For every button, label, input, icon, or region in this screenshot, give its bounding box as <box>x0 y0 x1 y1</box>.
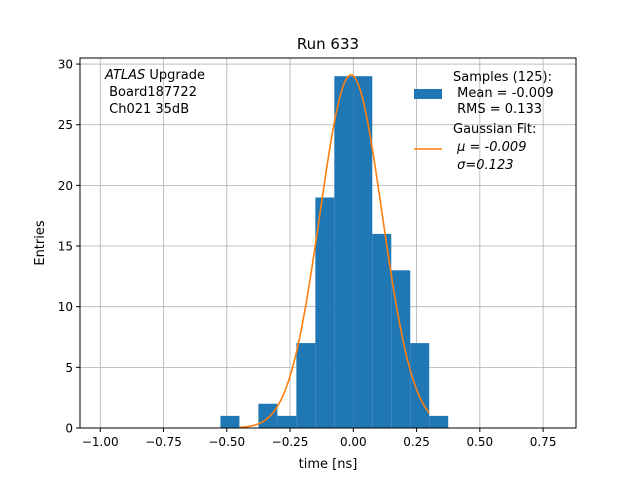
histogram-bar <box>220 415 240 428</box>
y-tick-label: 30 <box>58 58 73 72</box>
histogram-bar <box>258 403 278 428</box>
y-tick-label: 0 <box>65 422 73 436</box>
legend-samples-mean: Mean = -0.009 <box>453 86 554 101</box>
y-tick-label: 5 <box>65 361 73 375</box>
x-tick-label: 0.75 <box>530 435 557 449</box>
legend-histogram-swatch <box>414 89 442 99</box>
legend-samples-rms: RMS = 0.133 <box>453 102 542 117</box>
x-tick-label: 0.00 <box>340 435 367 449</box>
x-tick-label: −0.25 <box>272 435 309 449</box>
y-tick-label: 20 <box>58 179 73 193</box>
x-tick-label: −0.75 <box>145 435 182 449</box>
plot-frame <box>79 57 577 429</box>
annotation-line-3: Ch021 35dB <box>105 102 189 117</box>
histogram-bar <box>334 76 354 429</box>
legend-fit-sigma: σ=0.123 <box>453 158 513 173</box>
legend: Samples (125): Mean = -0.009 RMS = 0.133… <box>414 70 554 173</box>
histogram-bar <box>315 197 335 428</box>
x-tick-label: 0.25 <box>403 435 430 449</box>
x-axis-label: time [ns] <box>299 457 358 472</box>
legend-fit-title: Gaussian Fit: <box>453 122 536 137</box>
y-tick-label: 25 <box>58 118 73 132</box>
histogram-bar <box>391 270 411 428</box>
histogram-bar <box>410 343 430 428</box>
annotation-upgrade: Upgrade <box>145 68 205 83</box>
annotation-atlas: ATLAS <box>104 68 145 83</box>
x-tick-label: 0.50 <box>466 435 493 449</box>
y-tick-label: 10 <box>58 300 73 314</box>
y-axis-label: Entries <box>33 220 48 266</box>
x-tick-label: −0.50 <box>208 435 245 449</box>
legend-samples-title: Samples (125): <box>453 70 552 85</box>
legend-fit-mu: μ = -0.009 <box>453 140 526 155</box>
annotation-box: ATLAS Upgrade Board187722 Ch021 35dB <box>104 68 205 117</box>
histogram-bars <box>220 76 449 429</box>
histogram-bar <box>353 76 373 429</box>
gaussian-fit-curve <box>239 74 430 429</box>
histogram-bar <box>296 343 316 428</box>
annotation-line-1: ATLAS Upgrade <box>104 68 205 83</box>
x-tick-label: −1.00 <box>82 435 119 449</box>
chart-title: Run 633 <box>297 35 359 53</box>
histogram-bar <box>277 415 297 428</box>
axis-ticks: −1.00 −0.75 −0.50 −0.25 0.00 0.25 0.50 0.75 0 5 10… <box>58 58 557 449</box>
histogram-bar <box>372 233 392 428</box>
annotation-line-2: Board187722 <box>105 85 197 100</box>
histogram-bar <box>429 415 449 428</box>
y-tick-label: 15 <box>58 240 73 254</box>
